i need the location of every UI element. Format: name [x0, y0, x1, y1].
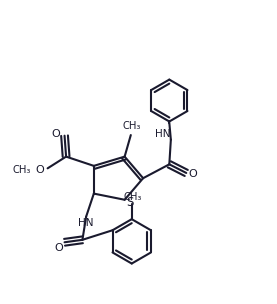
Text: O: O [36, 165, 45, 175]
Text: O: O [189, 170, 198, 179]
Text: CH₃: CH₃ [12, 165, 31, 175]
Text: HN: HN [78, 219, 94, 229]
Text: CH₃: CH₃ [123, 192, 142, 202]
Text: CH₃: CH₃ [122, 121, 141, 131]
Text: O: O [52, 129, 60, 139]
Text: O: O [55, 243, 63, 253]
Text: HN: HN [155, 129, 171, 139]
Text: S: S [127, 196, 134, 209]
